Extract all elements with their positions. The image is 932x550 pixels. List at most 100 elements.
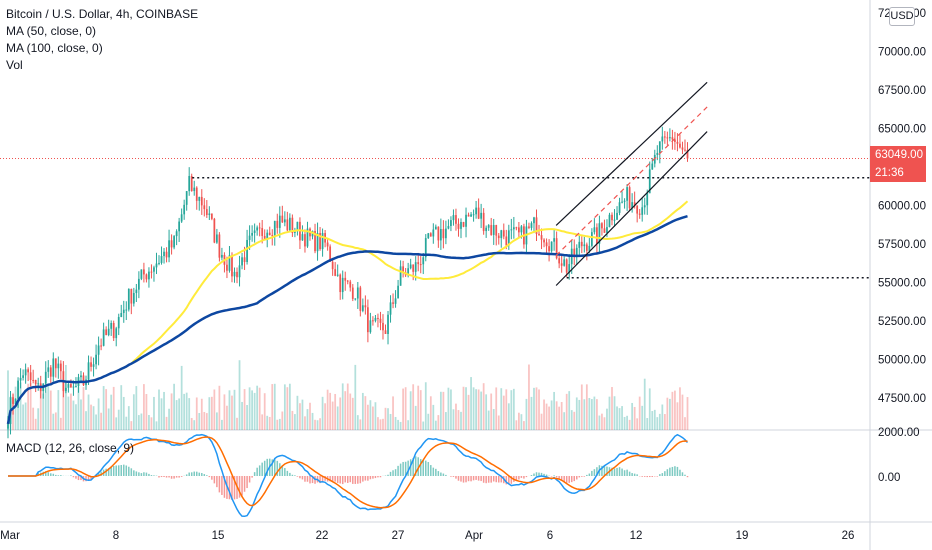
candle [535, 209, 538, 241]
candle-body [243, 257, 246, 262]
ma50-label: MA (50, close, 0) [6, 24, 97, 38]
candle [628, 185, 631, 211]
volume-bar [427, 413, 430, 430]
volume-bar [95, 414, 97, 430]
volume-bar [465, 387, 467, 430]
candle [105, 326, 108, 336]
candle [326, 239, 329, 251]
candle [646, 189, 649, 215]
macd-histogram-bar [392, 470, 394, 476]
volume-bar [331, 401, 334, 430]
candle [387, 310, 389, 345]
candle-body [500, 230, 503, 239]
candle-body [59, 363, 62, 372]
candle [241, 252, 243, 270]
candle [598, 215, 601, 252]
candle-body [173, 236, 175, 248]
macd-histogram-bar [296, 476, 299, 477]
volume-bar [253, 392, 256, 430]
candle [294, 227, 296, 238]
macd-histogram-bar [341, 476, 344, 485]
volume-bar [372, 406, 374, 430]
candle [455, 208, 457, 231]
macd-histogram-bar [603, 465, 606, 476]
volume-bar [643, 378, 646, 430]
volume-bar [102, 386, 105, 430]
macd-histogram-bar [500, 476, 503, 483]
volume-bar [90, 404, 92, 430]
volume-bar [497, 415, 500, 430]
macd-histogram-bar [175, 476, 178, 478]
candle-body [233, 271, 236, 277]
volume-bar [210, 396, 213, 430]
candle-body [686, 150, 689, 159]
volume-bar [145, 394, 148, 430]
candle-body [447, 226, 450, 229]
candle-body [674, 139, 676, 142]
time-tick-label: 8 [113, 530, 119, 542]
macd-histogram-bar [203, 474, 206, 476]
macd-histogram-bar [495, 476, 497, 483]
candle-body [175, 231, 178, 237]
candle [560, 255, 563, 273]
volume-bar [85, 411, 87, 430]
candle [349, 279, 352, 292]
volume-bar [641, 405, 644, 430]
candle [137, 271, 140, 299]
candle-body [397, 285, 399, 299]
volume-bar [70, 393, 72, 430]
currency-button[interactable]: USD [889, 7, 915, 26]
candle-body [638, 213, 641, 215]
candle [439, 218, 442, 250]
macd-histogram-bar [57, 475, 60, 476]
macd-histogram-bar [419, 459, 422, 476]
candle-body [512, 227, 515, 230]
volume-bar [611, 387, 613, 430]
candle [228, 246, 231, 273]
volume-bar [226, 405, 228, 430]
candle [500, 229, 503, 248]
macd-histogram-bar [618, 467, 621, 476]
macd-histogram-bar [274, 458, 276, 476]
candle-body [145, 274, 148, 280]
candle-body [160, 256, 163, 263]
candle [256, 225, 259, 236]
candle-body [304, 234, 306, 247]
volume-bar [49, 390, 52, 430]
macd-histogram-bar [110, 467, 112, 476]
candle-body [485, 227, 488, 232]
candle-body [684, 149, 686, 151]
candle-body [178, 221, 181, 232]
candle-body [165, 251, 168, 258]
volume-bar [19, 382, 22, 430]
volume-bar [75, 404, 77, 430]
candle [651, 157, 654, 170]
candle [636, 205, 639, 223]
macd-histogram-bar [188, 472, 190, 476]
volume-bar [125, 416, 128, 430]
volume-bar [535, 387, 538, 430]
candle-body [407, 268, 410, 276]
macd-histogram-bar [666, 469, 669, 476]
candle [351, 284, 354, 302]
macd-histogram-bar [276, 460, 279, 476]
candle-body [19, 377, 22, 381]
volume-bar [160, 398, 163, 430]
candle-body [432, 229, 435, 237]
volume-bar [666, 397, 669, 430]
volume-bar [422, 421, 425, 430]
candle [117, 313, 120, 336]
candle-body [251, 232, 253, 236]
volume-bar [185, 392, 188, 430]
volume-bar [354, 364, 357, 430]
candle-body [505, 236, 508, 246]
volume-bar [663, 414, 666, 430]
candle-body [580, 241, 583, 247]
candle-body [520, 226, 523, 233]
macd-histogram-bar [686, 476, 689, 478]
macd-histogram-bar [128, 466, 130, 476]
volume-bar [120, 385, 123, 430]
volume-bar [553, 391, 555, 430]
candle [281, 205, 284, 223]
